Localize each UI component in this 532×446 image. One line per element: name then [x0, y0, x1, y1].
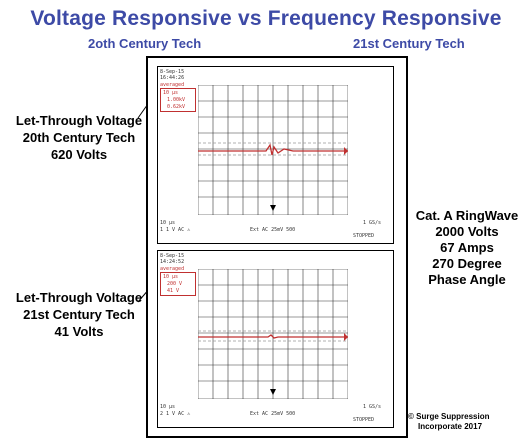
scope-mode: averaged	[160, 82, 185, 88]
oscilloscope-frame: 8-Sep-15 16:44:26 averaged 10 μs 1.00kV …	[146, 56, 408, 438]
scope-grid-top	[198, 85, 348, 215]
scope-readout-box: 10 μs 1.00kV 0.62kV	[160, 88, 196, 112]
right-subtitle: 21st Century Tech	[353, 36, 465, 51]
ringwave-line4: 270 Degree	[432, 256, 502, 271]
trigger-marker-bottom	[270, 389, 276, 395]
scope-readout-1: 10 μs	[163, 90, 179, 96]
scope-readout-2: 1.00kV	[167, 97, 186, 103]
scope-readout-3: 41 V	[167, 288, 180, 294]
scope-screen-bottom: 8-Sep-15 14:24:52 averaged 10 μs 200 V 4…	[157, 250, 394, 428]
ringwave-line3: 67 Amps	[440, 240, 494, 255]
trigger-marker-top	[270, 205, 276, 211]
bottom-label: Let-Through Voltage 21st Century Tech 41…	[4, 289, 154, 340]
bottom-label-line1: Let-Through Voltage	[15, 290, 143, 305]
scope-grid-bottom	[198, 269, 348, 399]
page-title: Voltage Responsive vs Frequency Responsi…	[30, 7, 502, 30]
trace-bottom	[198, 334, 348, 339]
scope-ext: Ext AC 25mV 500	[250, 227, 296, 233]
scope-readout-2: 200 V	[167, 281, 183, 287]
scope-rate: 1 GS/s	[363, 220, 382, 226]
scope-state: STOPPED	[353, 417, 375, 423]
top-label-line1: Let-Through Voltage	[15, 113, 143, 128]
scope-time: 16:44:26	[160, 75, 185, 81]
scope-readout-3: 0.62kV	[167, 104, 186, 110]
trace-top	[198, 143, 348, 156]
scope-timebase: 10 μs	[160, 220, 176, 226]
scope-screen-top: 8-Sep-15 16:44:26 averaged 10 μs 1.00kV …	[157, 66, 394, 244]
scope-date: 8-Sep-15	[160, 69, 185, 75]
top-label: Let-Through Voltage 20th Century Tech 62…	[4, 112, 154, 163]
bottom-label-line3: 41 Volts	[54, 324, 104, 339]
ringwave-line5: Phase Angle	[428, 272, 506, 287]
top-label-line2: 20th Century Tech	[22, 130, 136, 145]
copyright-line2: Incorporate 2017	[418, 422, 483, 431]
scope-readout-box: 10 μs 200 V 41 V	[160, 272, 196, 296]
left-subtitle: 2oth Century Tech	[88, 36, 202, 51]
scope-time: 14:24:52	[160, 259, 185, 265]
bottom-label-line2: 21st Century Tech	[23, 307, 135, 322]
level-marker-top	[344, 147, 348, 155]
scope-mode: averaged	[160, 266, 185, 272]
scope-timebase: 10 μs	[160, 404, 176, 410]
scope-ext: Ext AC 25mV 500	[250, 411, 296, 417]
scope-rate: 1 GS/s	[363, 404, 382, 410]
copyright: © Surge Suppression Incorporate 2017	[408, 412, 489, 432]
copyright-line1: © Surge Suppression	[408, 412, 490, 421]
scope-state: STOPPED	[353, 233, 375, 239]
scope-readout-1: 10 μs	[163, 274, 179, 280]
ringwave-line2: 2000 Volts	[435, 224, 499, 239]
top-label-line3: 620 Volts	[50, 147, 108, 162]
level-marker-bottom	[344, 333, 348, 341]
scope-channel: 1 1 V AC ⚠	[160, 227, 191, 233]
scope-channel: 2 1 V AC ⚠	[160, 411, 191, 417]
ringwave-line1: Cat. A RingWave	[415, 208, 519, 223]
scope-date: 8-Sep-15	[160, 253, 185, 259]
ringwave-label: Cat. A RingWave 2000 Volts 67 Amps 270 D…	[412, 208, 522, 288]
